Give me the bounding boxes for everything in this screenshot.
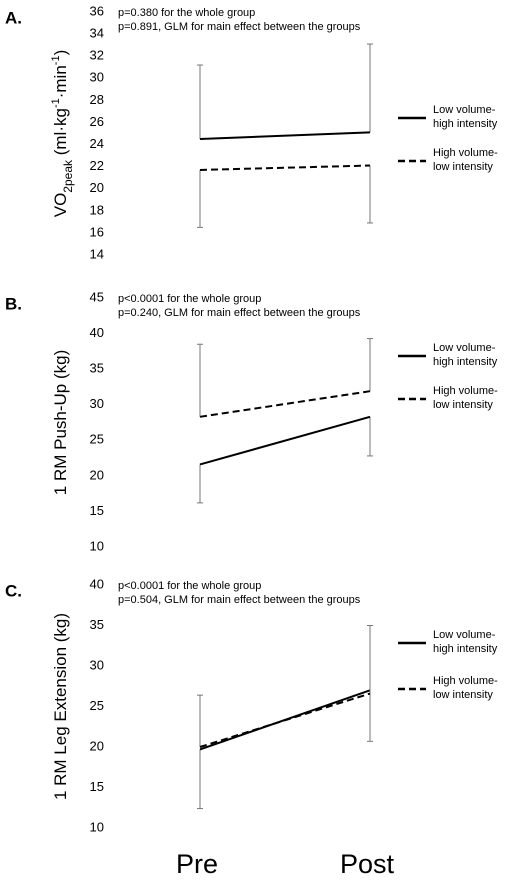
y-tick-label: 14 — [90, 246, 104, 261]
y-tick-label: 25 — [90, 698, 104, 713]
y-tick-label: 34 — [90, 26, 104, 41]
y-tick-label: 26 — [90, 114, 104, 129]
annotation: p<0.0001 for the whole group — [118, 293, 261, 305]
x-tick-label: Pre — [176, 849, 218, 879]
series-line — [199, 390, 371, 418]
error-bar — [197, 694, 203, 747]
legend-label: Low volume-high intensity — [433, 629, 498, 655]
panel-label: A. — [5, 8, 22, 27]
series-line — [199, 131, 371, 141]
error-bar — [367, 416, 373, 457]
annotation: p=0.891, GLM for main effect between the… — [118, 21, 361, 33]
panel-label: B. — [5, 294, 22, 313]
y-axis-label-part: VO — [51, 193, 70, 218]
y-axis-label: 1 RM Leg Extension (kg) — [51, 613, 70, 800]
y-tick-label: 20 — [90, 467, 104, 482]
y-axis-label: VO2peak (ml·kg-1·min-1) — [50, 50, 75, 218]
y-tick-label: 20 — [90, 738, 104, 753]
series-line — [199, 415, 371, 466]
error-bar — [197, 749, 203, 810]
error-bar — [197, 64, 203, 140]
y-tick-label: 30 — [90, 657, 104, 672]
error-bar — [197, 169, 203, 228]
error-bar — [367, 43, 373, 133]
y-tick-label: 35 — [90, 617, 104, 632]
y-axis-label: 1 RM Push-Up (kg) — [51, 350, 70, 495]
y-tick-label: 22 — [90, 158, 104, 173]
y-tick-label: 10 — [90, 538, 104, 553]
error-bar — [367, 690, 373, 742]
error-bar — [367, 625, 373, 694]
y-axis-label-part: 1 RM Push-Up (kg) — [51, 350, 70, 495]
series-line — [199, 164, 371, 171]
error-bar — [367, 338, 373, 392]
legend-label: Low volume-high intensity — [433, 342, 498, 368]
legend-label: High volume-low intensity — [433, 147, 498, 173]
legend-label: High volume-low intensity — [433, 385, 498, 411]
y-axis-label-part: -1 — [50, 55, 62, 65]
y-axis-label-part: (ml·kg — [51, 108, 70, 160]
y-tick-label: 45 — [90, 289, 104, 304]
annotation: p=0.240, GLM for main effect between the… — [118, 307, 361, 319]
y-axis-label-part: 2peak — [61, 159, 75, 193]
y-tick-label: 32 — [90, 48, 104, 63]
y-tick-label: 40 — [90, 576, 104, 591]
annotation: p=0.380 for the whole group — [118, 7, 255, 19]
error-bar — [197, 464, 203, 504]
panel-label: C. — [5, 581, 22, 600]
y-tick-label: 20 — [90, 180, 104, 195]
y-tick-label: 15 — [90, 503, 104, 518]
y-tick-label: 16 — [90, 224, 104, 239]
x-tick-label: Post — [340, 849, 395, 879]
annotation: p<0.0001 for the whole group — [118, 580, 261, 592]
y-tick-label: 10 — [90, 819, 104, 834]
y-axis-label-part: 1 RM Leg Extension (kg) — [51, 613, 70, 800]
y-tick-label: 36 — [90, 3, 104, 18]
y-tick-label: 24 — [90, 136, 104, 151]
legend-label: High volume-low intensity — [433, 675, 498, 701]
annotation: p=0.504, GLM for main effect between the… — [118, 594, 361, 606]
y-tick-label: 28 — [90, 92, 104, 107]
error-bar — [367, 165, 373, 224]
legend-label: Low volume-high intensity — [433, 104, 498, 130]
y-tick-label: 15 — [90, 779, 104, 794]
y-tick-label: 30 — [90, 70, 104, 85]
y-axis-label-part: ·min — [51, 65, 70, 98]
y-tick-label: 25 — [90, 432, 104, 447]
series-line — [199, 692, 371, 748]
y-tick-label: 30 — [90, 396, 104, 411]
error-bar — [197, 343, 203, 417]
y-axis-label-part: -1 — [50, 98, 62, 108]
y-tick-label: 40 — [90, 325, 104, 340]
y-tick-label: 35 — [90, 361, 104, 376]
y-axis-label-part: ) — [51, 50, 70, 56]
y-tick-label: 18 — [90, 202, 104, 217]
